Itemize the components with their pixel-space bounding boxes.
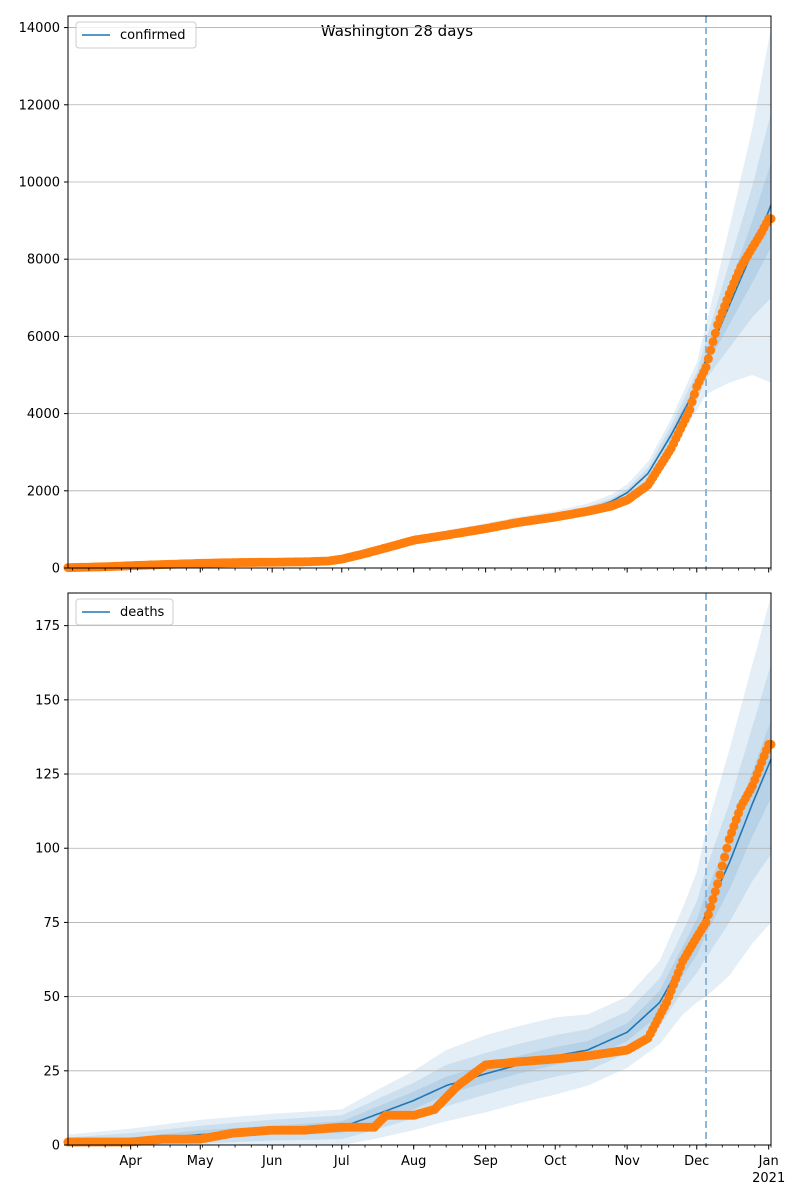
confirmed-grid <box>68 27 771 569</box>
deaths-observed-point <box>708 894 718 904</box>
deaths-ytick-label: 25 <box>43 1064 60 1079</box>
deaths-xtick-label: Jul <box>333 1154 350 1169</box>
confirmed-legend: confirmed <box>75 21 197 49</box>
deaths-xtick-label: May <box>187 1154 214 1169</box>
confirmed-observed-point <box>706 345 716 355</box>
confirmed-ytick-label: 12000 <box>19 98 60 113</box>
deaths-ytick-label: 50 <box>43 990 60 1005</box>
confirmed-band-1 <box>68 112 771 568</box>
deaths-observed-point <box>703 910 713 920</box>
confirmed-ytick-label: 14000 <box>19 21 60 36</box>
confirmed-ytick-label: 0 <box>52 562 60 577</box>
figure-suptitle: Washington 28 days <box>321 22 473 40</box>
confirmed-ytick-label: 4000 <box>27 407 60 422</box>
deaths-observed-point <box>720 852 730 862</box>
deaths-xtick-label: Nov <box>614 1154 640 1169</box>
deaths-grid <box>68 625 771 1146</box>
confirmed-observed-point <box>710 328 720 338</box>
confirmed-uncertainty-bands <box>68 27 771 568</box>
deaths-xtick-label: Dec <box>684 1154 709 1169</box>
deaths-xtick-year-label: 2021 <box>752 1171 785 1186</box>
deaths-xtick-label: Jan <box>758 1154 779 1169</box>
deaths-axes-frame <box>67 592 772 1146</box>
deaths-axes: 0 25 50 75 100 125 150 175 Apr May Jun Jul Aug Sep Oct… <box>35 592 785 1186</box>
deaths-ytick-label: 175 <box>35 619 60 634</box>
confirmed-legend-frame <box>75 21 197 49</box>
deaths-ytick-label: 75 <box>43 916 60 931</box>
deaths-xtick-label: Apr <box>119 1154 142 1169</box>
confirmed-axes: 0 2000 4000 6000 8000 10000 12000 14000 <box>19 15 772 577</box>
confirmed-observed-point <box>701 362 711 372</box>
confirmed-observed-point <box>687 397 697 407</box>
deaths-xtick-label: Oct <box>544 1154 566 1169</box>
deaths-xtick-label: Sep <box>473 1154 498 1169</box>
deaths-uncertainty-bands <box>68 596 771 1145</box>
deaths-ytick-label: 150 <box>35 693 60 708</box>
deaths-observed-point <box>717 861 727 871</box>
deaths-xtick-label: Aug <box>401 1154 426 1169</box>
deaths-ytick-label: 0 <box>52 1139 60 1154</box>
confirmed-ytick-label: 10000 <box>19 175 60 190</box>
deaths-observed-point <box>710 887 720 897</box>
deaths-observed-point <box>701 917 711 927</box>
confirmed-panel: 0 2000 4000 6000 8000 10000 12000 14000 confirm… <box>19 15 776 577</box>
deaths-legend-frame <box>75 598 174 626</box>
deaths-observed-point <box>722 843 732 853</box>
confirmed-ytick-label: 2000 <box>27 484 60 499</box>
deaths-xtick-label: Jun <box>261 1154 282 1169</box>
deaths-band-0 <box>68 720 771 1145</box>
deaths-ytick-label: 125 <box>35 768 60 783</box>
confirmed-band-2 <box>68 27 771 568</box>
confirmed-observed-points <box>63 214 776 573</box>
confirmed-ytick-label: 6000 <box>27 330 60 345</box>
confirmed-legend-label: confirmed <box>120 28 186 43</box>
deaths-observed-point <box>706 902 716 912</box>
confirmed-observed-point <box>689 389 699 399</box>
deaths-band-2 <box>68 596 771 1145</box>
confirmed-observed-point <box>685 405 695 415</box>
deaths-observed-points <box>63 739 776 1147</box>
confirmed-axes-frame <box>67 15 772 569</box>
deaths-observed-point <box>713 879 723 889</box>
deaths-ytick-label: 100 <box>35 842 60 857</box>
confirmed-band-0 <box>68 162 771 568</box>
deaths-legend-label: deaths <box>120 605 165 620</box>
deaths-panel: 0 25 50 75 100 125 150 175 Apr May Jun Jul Aug Sep Oct… <box>35 592 785 1186</box>
confirmed-ytick-label: 8000 <box>27 253 60 268</box>
confirmed-observed-point <box>708 337 718 347</box>
deaths-observed-point <box>715 870 725 880</box>
confirmed-observed-point <box>703 354 713 364</box>
deaths-legend: deaths <box>75 598 174 626</box>
